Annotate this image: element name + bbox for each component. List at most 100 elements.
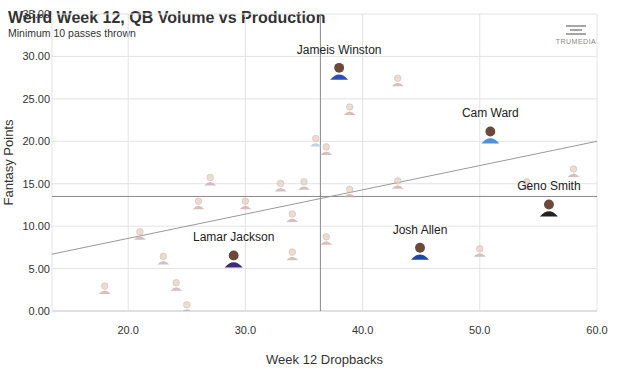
point-label: Lamar Jackson: [193, 230, 274, 244]
point-head: [544, 200, 554, 210]
point-head: [485, 127, 495, 137]
y-tick-label: 15.00: [22, 178, 50, 190]
point-head: [334, 63, 344, 73]
point-box: [539, 198, 559, 216]
point: [286, 211, 298, 222]
x-grid-line: [128, 14, 129, 311]
y-tick-label: 5.00: [29, 263, 50, 275]
point-body: [568, 173, 580, 177]
point-head: [207, 174, 214, 181]
y-grid-line: [52, 141, 597, 142]
y-grid-line: [52, 226, 597, 227]
point-head: [415, 243, 425, 253]
point-head: [394, 178, 401, 185]
x-tick-label: 60.0: [586, 324, 607, 336]
point-head: [312, 135, 319, 142]
point-head: [570, 166, 577, 173]
subtitle: Minimum 10 passes thrown: [8, 27, 136, 39]
x-tick-label: 20.0: [117, 324, 138, 336]
x-grid-line: [479, 14, 480, 311]
logo: TRUMEDIA: [556, 26, 597, 45]
point-body: [310, 143, 322, 147]
point-head: [346, 186, 353, 193]
point-body: [286, 257, 298, 261]
reference-line-x: [320, 14, 321, 311]
point-body: [99, 291, 111, 295]
point-label: Josh Allen: [393, 223, 448, 237]
point-head: [394, 75, 401, 82]
point-head: [173, 279, 180, 286]
point-body: [344, 112, 356, 116]
point-body: [181, 309, 193, 311]
x-tick-label: 40.0: [352, 324, 373, 336]
point-body: [344, 194, 356, 198]
source: TRUMEDIA: [556, 38, 597, 45]
chart: Weird Week 12, QB Volume vs ProductionMi…: [0, 0, 620, 375]
point: [204, 174, 216, 185]
point: [99, 283, 111, 294]
point: [181, 301, 193, 311]
point-label: Cam Ward: [462, 106, 519, 120]
y-tick-label: 35.00: [22, 8, 50, 20]
y-grid-line: [52, 311, 597, 312]
trend-line: [52, 141, 597, 254]
logo-mark: [566, 26, 586, 34]
point-body: [225, 262, 243, 267]
point-body: [320, 151, 332, 155]
player-point: [410, 242, 430, 260]
player-point: [480, 125, 500, 143]
point-body: [134, 236, 146, 240]
point-head: [195, 198, 202, 205]
y-tick-label: 0.00: [29, 305, 50, 317]
point: [392, 178, 404, 189]
point-body: [157, 261, 169, 265]
point-labels: Lamar JacksonJameis WinstonJosh AllenCam…: [193, 43, 581, 245]
y-grid-line: [52, 268, 597, 269]
point: [392, 75, 404, 86]
player-point: [224, 249, 244, 267]
x-grid-line: [245, 14, 246, 311]
y-tick-label: 20.00: [22, 135, 50, 147]
point-body: [540, 211, 558, 216]
point-head: [229, 250, 239, 260]
point-head: [323, 144, 330, 151]
y-grid-line: [52, 14, 597, 15]
point-head: [289, 211, 296, 218]
point: [320, 234, 332, 245]
point-body: [411, 255, 429, 260]
point-head: [323, 234, 330, 241]
point-body: [193, 206, 205, 210]
point: [474, 245, 486, 256]
point: [298, 178, 310, 189]
point: [239, 198, 251, 209]
point-head: [137, 228, 144, 235]
point-box: [329, 62, 349, 80]
point-body: [320, 241, 332, 245]
x-tick-label: 50.0: [469, 324, 490, 336]
point-body: [298, 186, 310, 190]
point-body: [392, 185, 404, 189]
x-tick-label: 30.0: [235, 324, 256, 336]
point: [568, 166, 580, 177]
point: [275, 180, 287, 191]
player-point: [539, 198, 559, 216]
y-tick-label: 10.00: [22, 220, 50, 232]
point-box: [410, 242, 430, 260]
point-head: [346, 104, 353, 111]
point-body: [204, 182, 216, 186]
y-grid-line: [52, 183, 597, 184]
point-head: [101, 283, 108, 290]
point: [344, 104, 356, 115]
point-body: [275, 188, 287, 192]
y-tick-label: 30.00: [22, 50, 50, 62]
point-label: Geno Smith: [517, 179, 580, 193]
point: [344, 186, 356, 197]
point: [134, 228, 146, 239]
point-body: [330, 75, 348, 80]
point-body: [481, 138, 499, 143]
point-body: [392, 83, 404, 87]
reference-line-y: [52, 196, 597, 197]
point: [320, 144, 332, 155]
point: [170, 279, 182, 290]
y-grid-line: [52, 98, 597, 99]
